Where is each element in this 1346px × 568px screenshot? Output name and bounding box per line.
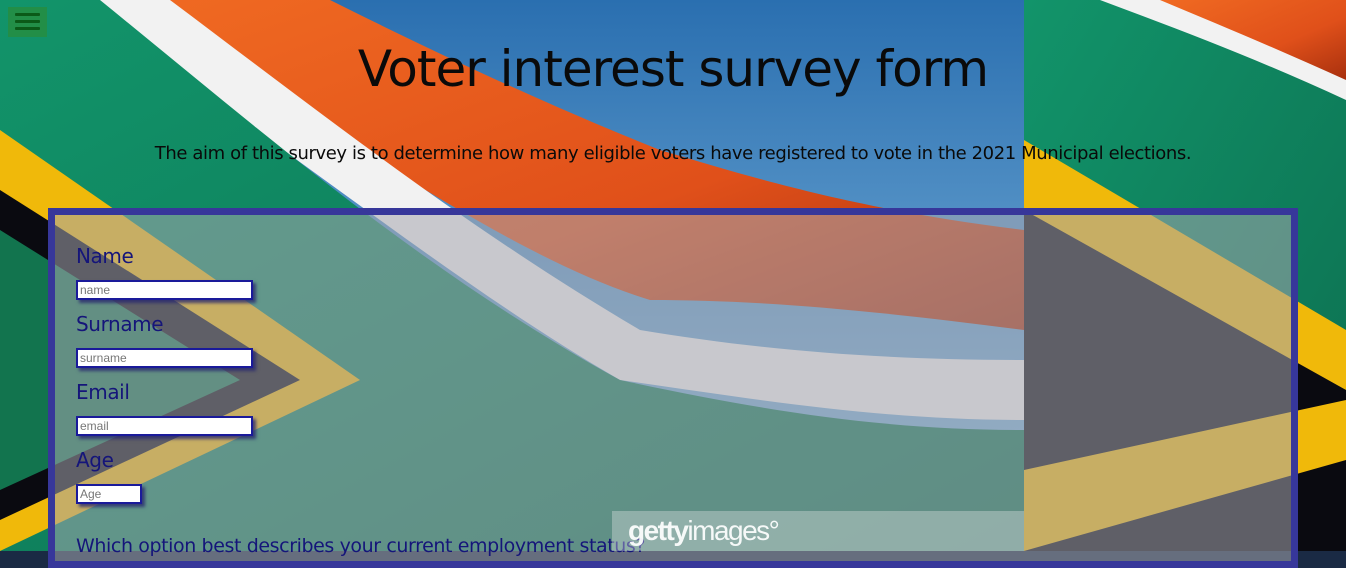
name-input[interactable] [76, 280, 253, 300]
page-description: The aim of this survey is to determine h… [154, 143, 1192, 164]
age-input[interactable] [76, 484, 142, 504]
watermark-brand-bold: getty [628, 515, 689, 546]
getty-images-watermark: gettyimages° [612, 511, 1024, 551]
age-label: Age [76, 448, 114, 472]
hamburger-menu-icon [15, 13, 40, 16]
hamburger-menu-icon-bar [15, 27, 40, 30]
email-input[interactable] [76, 416, 253, 436]
hamburger-menu-icon-bar [15, 20, 40, 23]
watermark-logo: gettyimages° [628, 515, 780, 546]
name-label: Name [76, 244, 134, 268]
employment-status-question: Which option best describes your current… [76, 535, 646, 557]
hamburger-menu-button[interactable] [8, 7, 47, 37]
surname-label: Surname [76, 312, 164, 336]
survey-form: Name Surname Email Age Which option best… [48, 208, 1298, 568]
watermark-brand-light: images [687, 515, 770, 546]
surname-input[interactable] [76, 348, 253, 368]
page-title: Voter interest survey form [357, 40, 989, 98]
email-label: Email [76, 380, 130, 404]
